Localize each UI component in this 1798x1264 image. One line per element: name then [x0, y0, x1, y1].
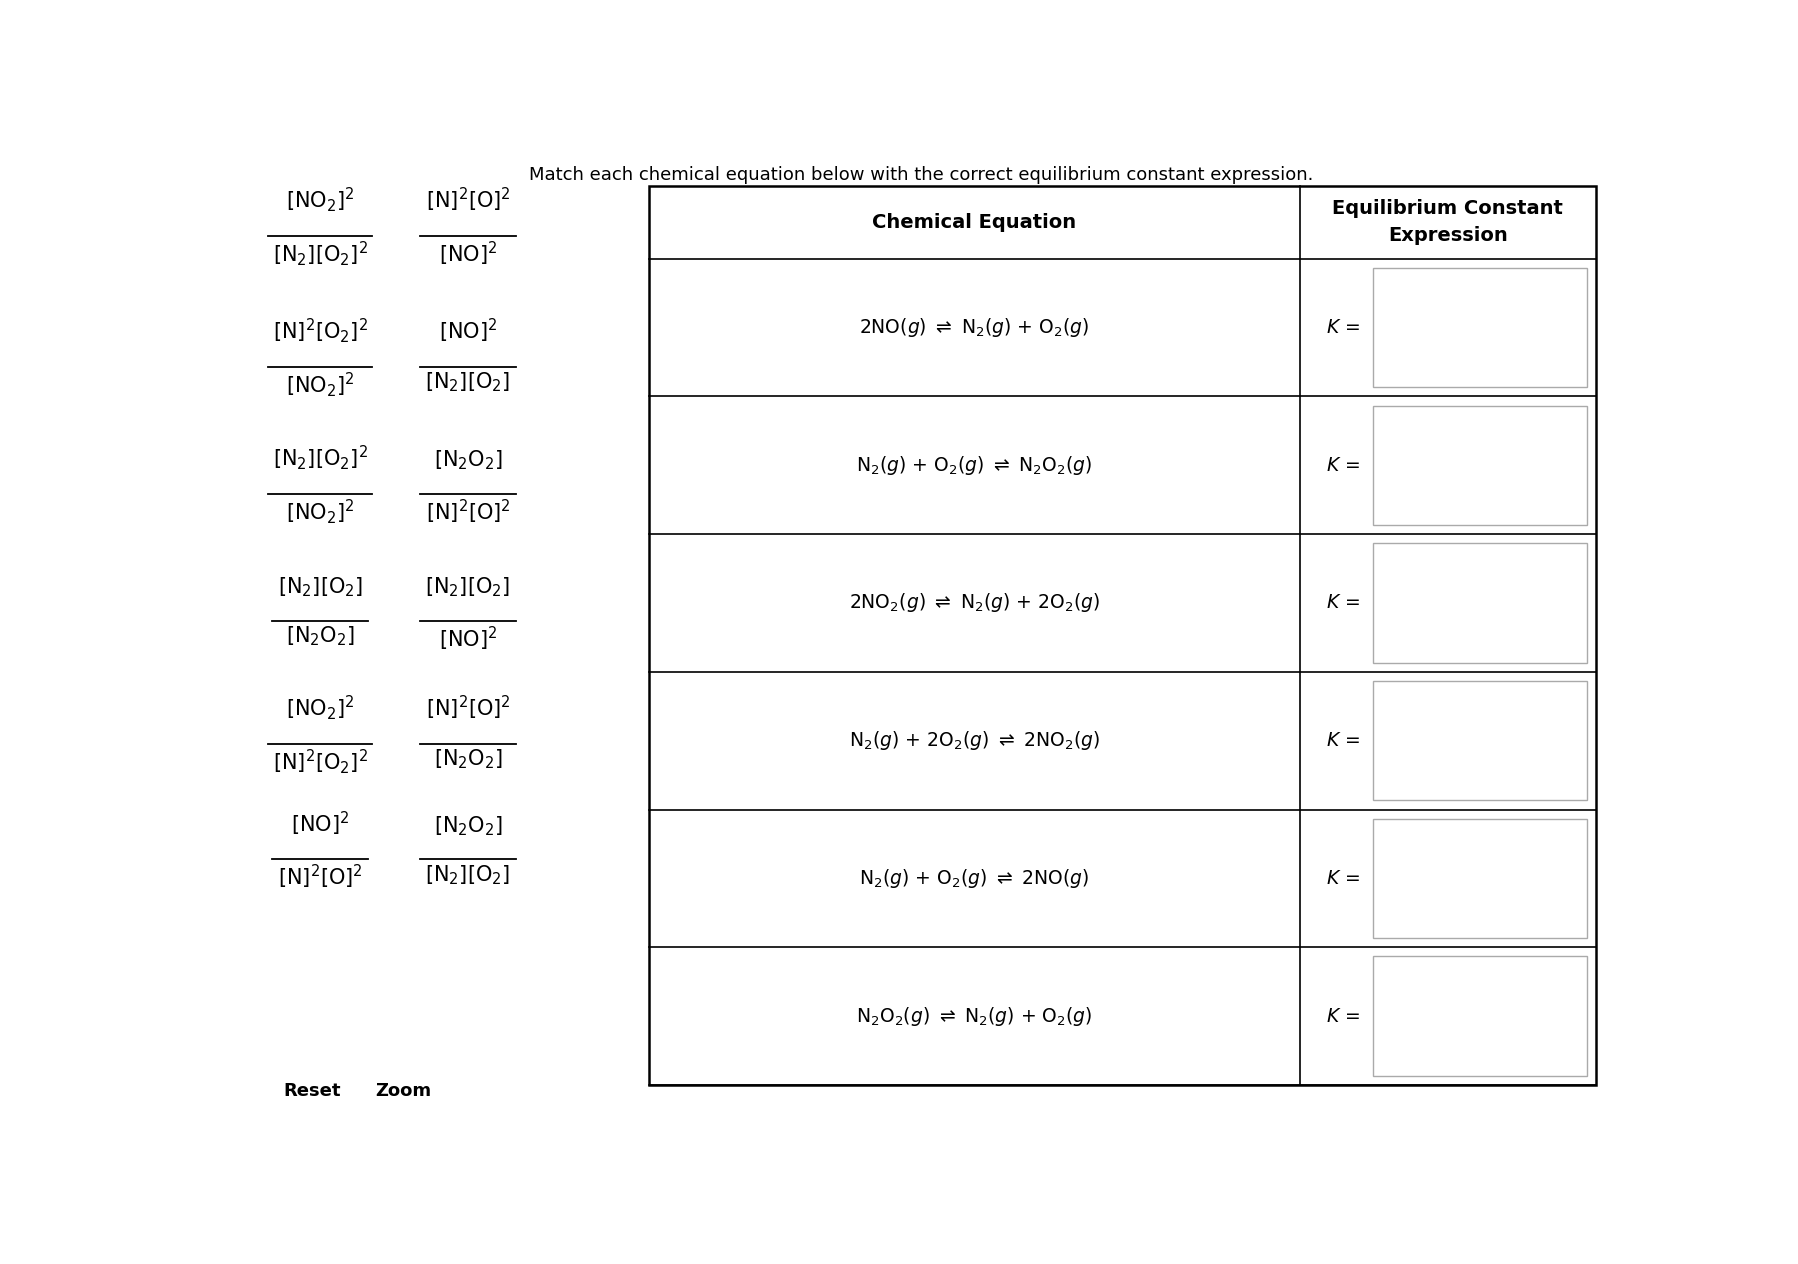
- Bar: [1372, 819, 1588, 938]
- Text: [NO$_2$]$^2$: [NO$_2$]$^2$: [286, 186, 354, 214]
- Text: [N]$^2$[O]$^2$: [N]$^2$[O]$^2$: [426, 186, 511, 214]
- Text: $K$ =: $K$ =: [1327, 319, 1361, 337]
- Text: Zoom: Zoom: [376, 1082, 432, 1101]
- Text: [N$_2$O$_2$]: [N$_2$O$_2$]: [433, 449, 502, 471]
- Bar: [1372, 544, 1588, 662]
- Text: [NO]$^2$: [NO]$^2$: [439, 317, 498, 345]
- Text: N$_2$($g$) + O$_2$($g$) $\rightleftharpoons$ 2NO($g$): N$_2$($g$) + O$_2$($g$) $\rightleftharpo…: [859, 867, 1090, 890]
- Text: [N]$^2$[O]$^2$: [N]$^2$[O]$^2$: [277, 863, 363, 891]
- Text: [N$_2$][O$_2$]: [N$_2$][O$_2$]: [426, 575, 511, 599]
- Text: $K$ =: $K$ =: [1327, 731, 1361, 750]
- Text: N$_2$($g$) + 2O$_2$($g$) $\rightleftharpoons$ 2NO$_2$($g$): N$_2$($g$) + 2O$_2$($g$) $\rightleftharp…: [849, 729, 1100, 752]
- Text: [N]$^2$[O]$^2$: [N]$^2$[O]$^2$: [426, 498, 511, 526]
- Text: [N$_2$][O$_2$]: [N$_2$][O$_2$]: [426, 863, 511, 887]
- Text: $K$ =: $K$ =: [1327, 1006, 1361, 1025]
- Text: [NO$_2$]$^2$: [NO$_2$]$^2$: [286, 498, 354, 526]
- Text: Chemical Equation: Chemical Equation: [872, 212, 1077, 231]
- Text: [N$_2$O$_2$]: [N$_2$O$_2$]: [433, 748, 502, 771]
- Text: [N]$^2$[O$_2$]$^2$: [N]$^2$[O$_2$]$^2$: [273, 748, 367, 776]
- Text: Equilibrium Constant
Expression: Equilibrium Constant Expression: [1332, 200, 1562, 245]
- Text: 2NO($g$) $\rightleftharpoons$ N$_2$($g$) + O$_2$($g$): 2NO($g$) $\rightleftharpoons$ N$_2$($g$)…: [859, 316, 1090, 339]
- Text: $K$ =: $K$ =: [1327, 594, 1361, 613]
- Text: [N$_2$O$_2$]: [N$_2$O$_2$]: [286, 624, 354, 648]
- Text: Reset: Reset: [282, 1082, 340, 1101]
- Text: N$_2$($g$) + O$_2$($g$) $\rightleftharpoons$ N$_2$O$_2$($g$): N$_2$($g$) + O$_2$($g$) $\rightleftharpo…: [856, 454, 1093, 477]
- Text: [N$_2$][O$_2$]: [N$_2$][O$_2$]: [277, 575, 363, 599]
- Bar: [1372, 681, 1588, 800]
- Text: 2NO$_2$($g$) $\rightleftharpoons$ N$_2$($g$) + 2O$_2$($g$): 2NO$_2$($g$) $\rightleftharpoons$ N$_2$(…: [849, 592, 1100, 614]
- Text: [N$_2$][O$_2$]$^2$: [N$_2$][O$_2$]$^2$: [273, 444, 367, 471]
- Text: [NO]$^2$: [NO]$^2$: [439, 624, 498, 652]
- Text: [N]$^2$[O]$^2$: [N]$^2$[O]$^2$: [426, 694, 511, 722]
- Text: Match each chemical equation below with the correct equilibrium constant express: Match each chemical equation below with …: [529, 166, 1314, 183]
- Text: [N$_2$][O$_2$]$^2$: [N$_2$][O$_2$]$^2$: [273, 239, 367, 268]
- Bar: [1372, 406, 1588, 525]
- Bar: [1372, 957, 1588, 1076]
- Text: $K$ =: $K$ =: [1327, 456, 1361, 475]
- Text: [NO]$^2$: [NO]$^2$: [439, 239, 498, 268]
- Text: [N$_2$][O$_2$]: [N$_2$][O$_2$]: [426, 370, 511, 394]
- Text: N$_2$O$_2$($g$) $\rightleftharpoons$ N$_2$($g$) + O$_2$($g$): N$_2$O$_2$($g$) $\rightleftharpoons$ N$_…: [856, 1005, 1093, 1028]
- Text: [NO]$^2$: [NO]$^2$: [291, 809, 349, 838]
- Text: [N$_2$O$_2$]: [N$_2$O$_2$]: [433, 814, 502, 838]
- Text: [NO$_2$]$^2$: [NO$_2$]$^2$: [286, 694, 354, 722]
- Bar: [649, 186, 1597, 1085]
- Text: [NO$_2$]$^2$: [NO$_2$]$^2$: [286, 370, 354, 399]
- Bar: [1372, 268, 1588, 387]
- Text: $K$ =: $K$ =: [1327, 868, 1361, 887]
- Text: [N]$^2$[O$_2$]$^2$: [N]$^2$[O$_2$]$^2$: [273, 316, 367, 345]
